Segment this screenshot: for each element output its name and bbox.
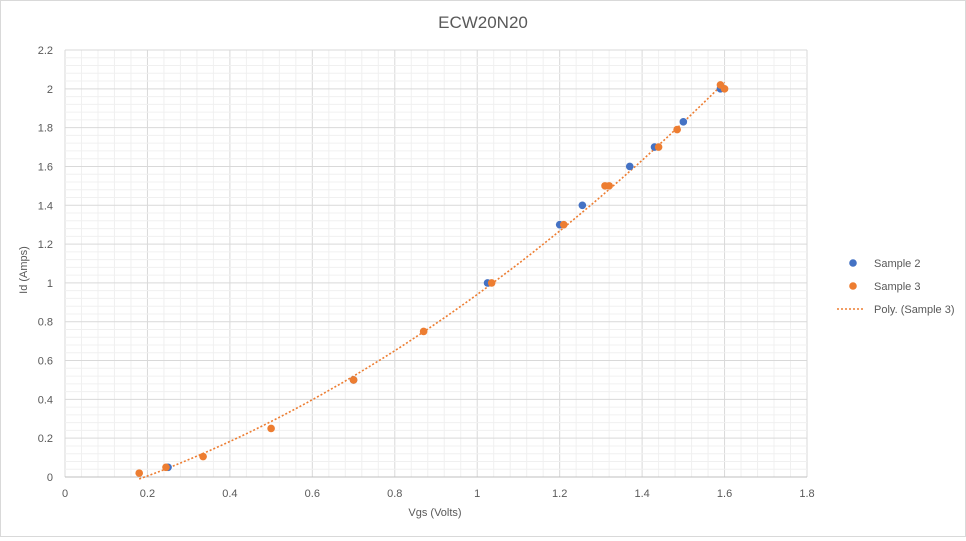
- y-tick-label: 2.2: [38, 45, 53, 57]
- point-sample-2: [578, 201, 587, 210]
- point-sample-2: [625, 162, 634, 171]
- point-sample-3: [487, 279, 496, 287]
- y-tick-label: 0.2: [38, 433, 53, 445]
- chart-title: ECW20N20: [438, 13, 528, 32]
- y-tick-label: 1.4: [38, 200, 53, 212]
- x-tick-label: 1.4: [634, 488, 649, 500]
- legend-marker: [849, 259, 857, 267]
- legend-label: Sample 2: [874, 258, 920, 270]
- y-tick-label: 1.6: [38, 161, 53, 173]
- x-tick-label: 1.2: [552, 488, 567, 500]
- x-axis-label: Vgs (Volts): [408, 507, 461, 519]
- legend-marker: [849, 282, 857, 290]
- point-sample-3: [419, 327, 428, 336]
- x-tick-label: 0.6: [305, 488, 320, 500]
- point-sample-3: [559, 220, 568, 229]
- point-sample-3: [605, 182, 613, 190]
- x-tick-label: 1.6: [717, 488, 732, 500]
- point-sample-3: [720, 85, 729, 93]
- y-axis-label: Id (Amps): [18, 246, 30, 294]
- point-sample-3: [135, 469, 143, 477]
- y-tick-label: 1.8: [38, 123, 53, 135]
- point-sample-3: [673, 125, 681, 134]
- x-tick-label: 1: [474, 488, 480, 500]
- trendline-path: [138, 81, 726, 480]
- x-tick-label: 0.2: [140, 488, 155, 500]
- point-sample-3: [199, 452, 207, 461]
- y-tick-label: 0.6: [38, 356, 53, 368]
- axis-ticks: 0 0.2 0.4 0.6 0.8 1 1.2 1.4 1.6 1.8 0 0.2 0.4 0.6 0.8 1…: [38, 45, 815, 500]
- point-sample-3: [267, 424, 275, 433]
- x-tick-label: 0.8: [387, 488, 402, 500]
- y-tick-label: 2: [47, 84, 53, 96]
- y-tick-label: 0: [47, 472, 53, 484]
- grid: [64, 49, 808, 478]
- point-sample-3: [162, 463, 170, 472]
- data-points: [135, 81, 729, 477]
- x-tick-label: 0.4: [222, 488, 237, 500]
- point-sample-3: [654, 143, 663, 151]
- legend-label: Sample 3: [874, 281, 920, 293]
- y-tick-label: 0.8: [38, 317, 53, 329]
- y-tick-label: 1.2: [38, 239, 53, 251]
- legend: Sample 2 Sample 3 Poly. (Sample 3): [837, 258, 955, 316]
- x-tick-label: 1.8: [799, 488, 814, 500]
- point-sample-3: [349, 376, 358, 384]
- x-tick-label: 0: [62, 488, 68, 500]
- trendline: [138, 81, 726, 480]
- y-tick-label: 0.4: [38, 394, 53, 406]
- point-sample-2: [679, 118, 688, 126]
- y-tick-label: 1: [47, 278, 53, 290]
- legend-label: Poly. (Sample 3): [874, 304, 955, 316]
